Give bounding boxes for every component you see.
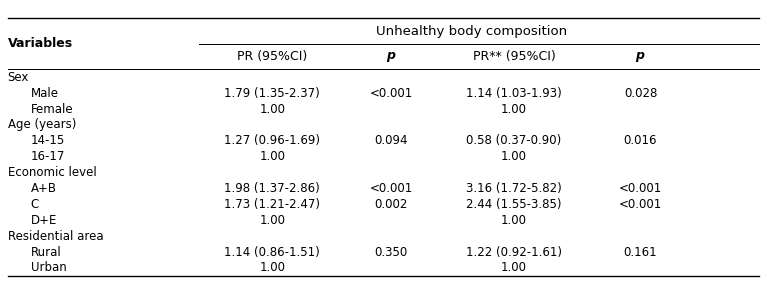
Text: <0.001: <0.001 xyxy=(370,182,413,195)
Text: 1.22 (0.92-1.61): 1.22 (0.92-1.61) xyxy=(466,246,562,259)
Text: 1.73 (1.21-2.47): 1.73 (1.21-2.47) xyxy=(224,198,321,211)
Text: 0.58 (0.37-0.90): 0.58 (0.37-0.90) xyxy=(466,134,561,147)
Text: Residential area: Residential area xyxy=(8,230,104,243)
Text: 1.27 (0.96-1.69): 1.27 (0.96-1.69) xyxy=(224,134,321,147)
Text: PR** (95%CI): PR** (95%CI) xyxy=(472,50,555,63)
Text: Sex: Sex xyxy=(8,71,29,84)
Text: Female: Female xyxy=(31,102,74,115)
Text: 14-15: 14-15 xyxy=(31,134,65,147)
Text: 1.14 (0.86-1.51): 1.14 (0.86-1.51) xyxy=(225,246,320,259)
Text: 1.00: 1.00 xyxy=(501,261,527,275)
Text: 1.98 (1.37-2.86): 1.98 (1.37-2.86) xyxy=(225,182,320,195)
Text: Rural: Rural xyxy=(31,246,61,259)
Text: Urban: Urban xyxy=(31,261,67,275)
Text: 1.00: 1.00 xyxy=(259,214,285,227)
Text: 1.79 (1.35-2.37): 1.79 (1.35-2.37) xyxy=(225,87,320,100)
Text: $\bfit{p}$: $\bfit{p}$ xyxy=(386,50,397,64)
Text: Unhealthy body composition: Unhealthy body composition xyxy=(376,25,568,38)
Text: 0.350: 0.350 xyxy=(374,246,408,259)
Text: <0.001: <0.001 xyxy=(619,198,662,211)
Text: 0.016: 0.016 xyxy=(624,134,657,147)
Text: D+E: D+E xyxy=(31,214,57,227)
Text: 3.16 (1.72-5.82): 3.16 (1.72-5.82) xyxy=(466,182,561,195)
Text: 1.00: 1.00 xyxy=(259,102,285,115)
Text: 1.14 (1.03-1.93): 1.14 (1.03-1.93) xyxy=(466,87,561,100)
Text: A+B: A+B xyxy=(31,182,57,195)
Text: 2.44 (1.55-3.85): 2.44 (1.55-3.85) xyxy=(466,198,561,211)
Text: Age (years): Age (years) xyxy=(8,119,76,132)
Text: Economic level: Economic level xyxy=(8,166,97,179)
Text: 1.00: 1.00 xyxy=(259,261,285,275)
Text: 1.00: 1.00 xyxy=(259,150,285,163)
Text: PR (95%CI): PR (95%CI) xyxy=(237,50,308,63)
Text: 1.00: 1.00 xyxy=(501,214,527,227)
Text: 0.094: 0.094 xyxy=(374,134,408,147)
Text: Variables: Variables xyxy=(8,37,73,50)
Text: 0.161: 0.161 xyxy=(624,246,657,259)
Text: 1.00: 1.00 xyxy=(501,150,527,163)
Text: C: C xyxy=(31,198,39,211)
Text: $\bfit{p}$: $\bfit{p}$ xyxy=(635,50,646,64)
Text: 0.002: 0.002 xyxy=(374,198,408,211)
Text: 0.028: 0.028 xyxy=(624,87,657,100)
Text: <0.001: <0.001 xyxy=(370,87,413,100)
Text: 1.00: 1.00 xyxy=(501,102,527,115)
Text: Male: Male xyxy=(31,87,59,100)
Text: <0.001: <0.001 xyxy=(619,182,662,195)
Text: 16-17: 16-17 xyxy=(31,150,65,163)
